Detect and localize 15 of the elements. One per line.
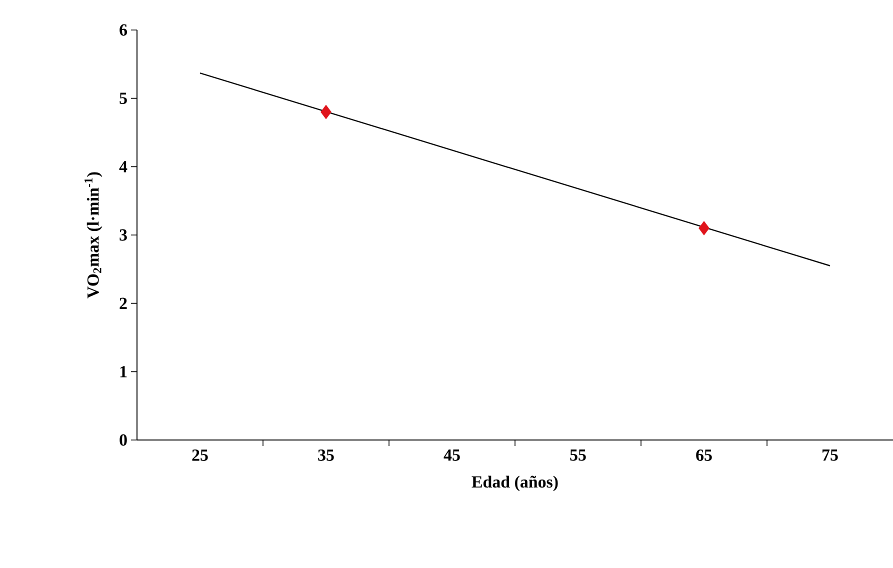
y-tick-label: 1 — [120, 366, 127, 378]
x-tick-label: 35 — [318, 449, 334, 461]
x-axis-title: Edad (años) — [472, 476, 558, 492]
y-tick-label: 3 — [120, 229, 127, 241]
x-tick-label: 75 — [822, 449, 838, 461]
y-tick-label: 2 — [120, 298, 127, 309]
y-axis-title: VO$_{2}$max (l·min$^{-1}$) — [84, 172, 102, 298]
x-tick-label: 25 — [192, 449, 208, 461]
x-tick-label: 65 — [696, 449, 712, 461]
x-tick-label: 45 — [444, 450, 460, 461]
y-tick-label: 5 — [120, 92, 127, 104]
y-tick-label: 6 — [120, 24, 127, 36]
y-tick-label: 4 — [119, 161, 128, 172]
y-tick-label: 0 — [120, 434, 127, 446]
x-tick-label: 55 — [570, 449, 586, 461]
